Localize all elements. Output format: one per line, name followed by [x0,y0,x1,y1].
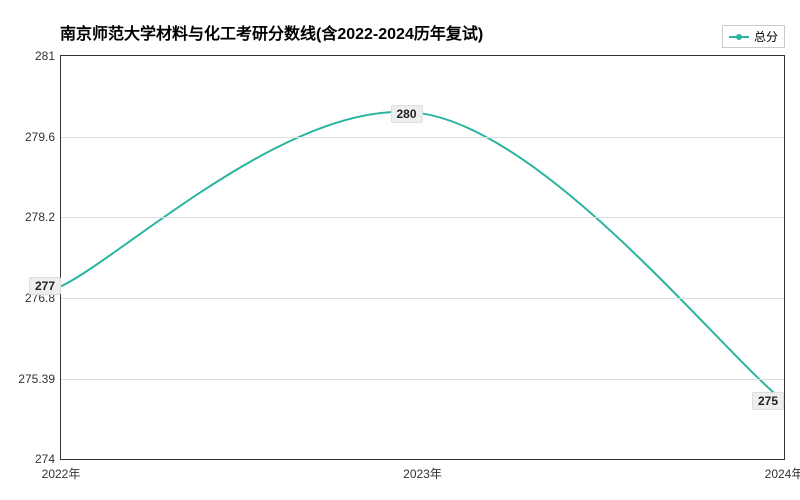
data-point-label: 277 [29,277,61,295]
legend-line [729,36,749,38]
ytick-label: 281 [35,49,55,63]
line-path [61,112,784,402]
ytick-label: 278.2 [25,210,55,224]
data-point-label: 275 [752,392,784,410]
chart-title: 南京师范大学材料与化工考研分数线(含2022-2024历年复试) [60,20,483,44]
ytick-label: 279.6 [25,130,55,144]
legend: 总分 [722,25,785,48]
line-curve-svg [61,56,784,459]
gridline [61,379,784,380]
xtick-label: 2022年 [42,465,81,482]
ytick-label: 274 [35,452,55,466]
plot-area: 274275.39276.8278.2279.62812022年2023年202… [60,55,785,460]
gridline [61,298,784,299]
xtick-label: 2023年 [403,465,442,482]
legend-dot [736,34,742,40]
gridline [61,217,784,218]
chart-container: 南京师范大学材料与化工考研分数线(含2022-2024历年复试) 总分 2742… [0,0,800,500]
xtick-label: 2024年 [765,465,800,482]
legend-label: 总分 [754,28,778,45]
data-point-label: 280 [390,105,422,123]
ytick-label: 275.39 [18,372,55,386]
gridline [61,137,784,138]
